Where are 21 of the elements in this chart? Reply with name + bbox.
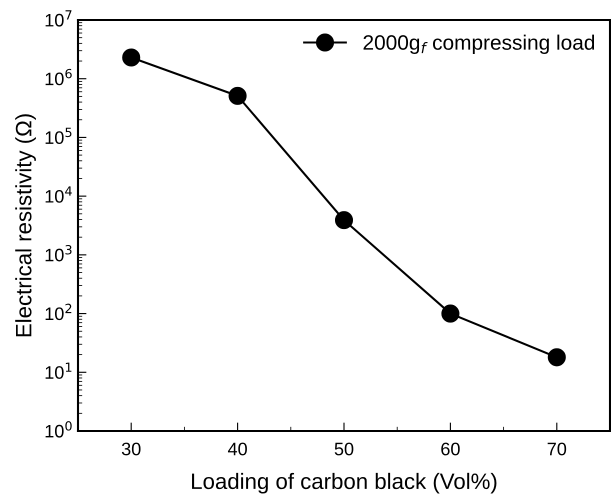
legend-label: 2000g$_{f}$ compressing load <box>364 34 594 54</box>
y-tick-label: 10$^{0}$ <box>46 421 72 438</box>
point <box>334 211 354 230</box>
x-axis-title: Loading of carbon black (Vol%) <box>192 472 496 494</box>
point <box>441 304 460 323</box>
x-tick-label: 70 <box>548 442 566 456</box>
point <box>228 86 247 105</box>
y-tick-label: 10$^{6}$ <box>46 68 72 86</box>
y-tick-label: 10$^{7}$ <box>46 10 72 27</box>
y-axis-title: Electrical resistivity (Ω) <box>15 114 36 336</box>
y-tick-label: 10$^{5}$ <box>46 128 72 144</box>
y-tick-label: 10$^{4}$ <box>46 186 72 203</box>
x-tick-label: 40 <box>228 442 247 456</box>
y-tick-label: 10$^{1}$ <box>46 362 72 379</box>
y-tick-label: 10$^{2}$ <box>46 304 72 320</box>
x-tick-label: 30 <box>122 442 141 456</box>
y-tick-label: 10$^{3}$ <box>46 244 72 262</box>
point <box>548 348 566 366</box>
x-tick-label: 50 <box>334 442 354 456</box>
point <box>122 48 140 67</box>
x-tick-label: 60 <box>441 442 460 456</box>
